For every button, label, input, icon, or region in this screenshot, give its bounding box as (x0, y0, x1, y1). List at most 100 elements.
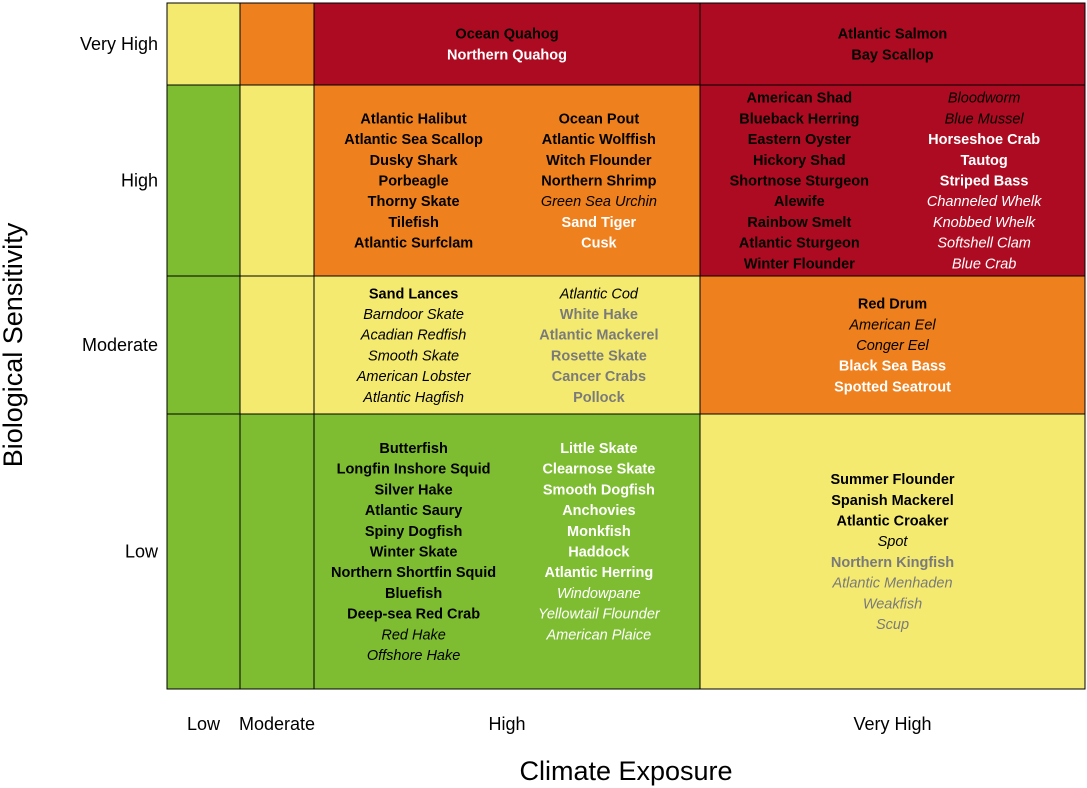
species-label-northern-shortfin-squid: Northern Shortfin Squid (331, 565, 496, 581)
cell-very-high-sensitivity-very-high-exposure (699, 2, 1086, 86)
species-label-little-skate: Little Skate (560, 441, 637, 457)
x-tick-label-very-high: Very High (853, 714, 931, 734)
species-label-longfin-inshore-squid: Longfin Inshore Squid (337, 462, 491, 478)
species-label-american-shad: American Shad (747, 91, 853, 107)
x-axis-title: Climate Exposure (519, 756, 732, 786)
species-label-red-drum: Red Drum (858, 297, 927, 313)
y-tick-label-high: High (121, 171, 158, 191)
species-label-sand-lances: Sand Lances (369, 286, 458, 302)
species-label-american-eel: American Eel (848, 317, 936, 333)
species-label-butterfish: Butterfish (379, 441, 447, 457)
species-label-red-hake: Red Hake (381, 627, 445, 643)
species-label-rosette-skate: Rosette Skate (551, 348, 647, 364)
species-label-shortnose-sturgeon: Shortnose Sturgeon (730, 174, 869, 190)
species-label-american-plaice: American Plaice (545, 627, 651, 643)
species-label-deep-sea-red-crab: Deep-sea Red Crab (347, 607, 480, 623)
species-label-white-hake: White Hake (560, 307, 638, 323)
cell-low-sensitivity-moderate-exposure (239, 413, 315, 690)
species-label-atlantic-hagfish: Atlantic Hagfish (362, 390, 464, 406)
species-label-cusk: Cusk (581, 236, 617, 252)
species-label-tilefish: Tilefish (388, 215, 439, 231)
species-label-blue-mussel: Blue Mussel (945, 111, 1025, 127)
species-label-atlantic-saury: Atlantic Saury (365, 503, 463, 519)
species-label-atlantic-halibut: Atlantic Halibut (360, 111, 467, 127)
species-label-atlantic-herring: Atlantic Herring (544, 565, 653, 581)
species-label-hickory-shad: Hickory Shad (753, 153, 846, 169)
species-labels: Ocean Quahog Northern Quahog Atlantic Salm… (331, 27, 1042, 664)
cell-very-high-sensitivity-low-exposure (166, 2, 241, 86)
cell-high-sensitivity-moderate-exposure (239, 84, 315, 277)
species-label-spotted-seatrout: Spotted Seatrout (834, 379, 951, 395)
species-label-ocean-pout: Ocean Pout (559, 111, 640, 127)
species-label-ocean-quahog: Ocean Quahog (455, 27, 558, 43)
species-label-eastern-oyster: Eastern Oyster (748, 132, 852, 148)
x-tick-label-low: Low (187, 714, 221, 734)
species-label-spot: Spot (878, 534, 909, 550)
species-label-witch-flounder: Witch Flounder (546, 153, 652, 169)
species-label-atlantic-sea-scallop: Atlantic Sea Scallop (344, 132, 483, 148)
species-label-atlantic-mackerel: Atlantic Mackerel (539, 328, 658, 344)
cell-low-sensitivity-high-exposure (313, 413, 701, 690)
species-label-atlantic-surfclam: Atlantic Surfclam (354, 236, 473, 252)
matrix-cells (166, 2, 1086, 690)
species-label-channeled-whelk: Channeled Whelk (927, 194, 1042, 210)
species-label-pollock: Pollock (573, 390, 626, 406)
species-label-green-sea-urchin: Green Sea Urchin (541, 194, 657, 210)
species-label-blue-crab: Blue Crab (952, 256, 1016, 272)
species-label-conger-eel: Conger Eel (856, 338, 929, 354)
y-tick-label-low: Low (125, 542, 159, 562)
species-label-acadian-redfish: Acadian Redfish (360, 328, 467, 344)
species-label-scup: Scup (876, 617, 909, 633)
species-label-atlantic-cod: Atlantic Cod (559, 286, 639, 302)
species-label-atlantic-sturgeon: Atlantic Sturgeon (739, 236, 860, 252)
axes: Climate Exposure Biological Sensitivity … (0, 34, 932, 786)
species-label-smooth-dogfish: Smooth Dogfish (543, 482, 655, 498)
species-label-softshell-clam: Softshell Clam (937, 236, 1030, 252)
species-label-knobbed-whelk: Knobbed Whelk (933, 215, 1036, 231)
x-tick-label-moderate: Moderate (239, 714, 315, 734)
species-label-winter-skate: Winter Skate (370, 545, 458, 561)
species-label-atlantic-wolffish: Atlantic Wolffish (542, 132, 656, 148)
cell-moderate-sensitivity-very-high-exposure (699, 275, 1086, 415)
species-label-windowpane: Windowpane (557, 586, 641, 602)
species-label-blueback-herring: Blueback Herring (739, 111, 859, 127)
cell-high-sensitivity-high-exposure (313, 84, 701, 277)
species-label-rainbow-smelt: Rainbow Smelt (747, 215, 851, 231)
species-label-monkfish: Monkfish (567, 524, 631, 540)
species-label-smooth-skate: Smooth Skate (368, 348, 459, 364)
y-axis-title: Biological Sensitivity (0, 222, 28, 467)
cell-high-sensitivity-very-high-exposure (699, 84, 1086, 277)
species-label-tautog: Tautog (961, 153, 1008, 169)
species-label-winter-flounder: Winter Flounder (744, 256, 855, 272)
species-label-american-lobster: American Lobster (356, 369, 472, 385)
cell-very-high-sensitivity-moderate-exposure (239, 2, 315, 86)
y-tick-label-very-high: Very High (80, 34, 158, 54)
species-label-dusky-shark: Dusky Shark (370, 153, 459, 169)
species-label-offshore-hake: Offshore Hake (367, 648, 461, 664)
y-tick-label-moderate: Moderate (82, 335, 158, 355)
species-label-atlantic-menhaden: Atlantic Menhaden (831, 576, 952, 592)
species-label-summer-flounder: Summer Flounder (830, 472, 954, 488)
cell-low-sensitivity-low-exposure (166, 413, 241, 690)
species-label-horseshoe-crab: Horseshoe Crab (928, 132, 1040, 148)
species-label-northern-kingfish: Northern Kingfish (831, 555, 954, 571)
species-label-northern-shrimp: Northern Shrimp (541, 174, 656, 190)
species-label-bloodworm: Bloodworm (948, 91, 1021, 107)
species-label-yellowtail-flounder: Yellowtail Flounder (538, 607, 661, 623)
species-label-weakfish: Weakfish (863, 596, 922, 612)
species-label-thorny-skate: Thorny Skate (368, 194, 460, 210)
cell-moderate-sensitivity-moderate-exposure (239, 275, 315, 415)
x-tick-label-high: High (488, 714, 525, 734)
species-label-atlantic-salmon: Atlantic Salmon (838, 27, 948, 43)
species-label-clearnose-skate: Clearnose Skate (542, 462, 655, 478)
cell-low-sensitivity-very-high-exposure (699, 413, 1086, 690)
species-label-porbeagle: Porbeagle (379, 174, 449, 190)
species-label-bay-scallop: Bay Scallop (851, 47, 933, 63)
cell-high-sensitivity-low-exposure (166, 84, 241, 277)
cell-very-high-sensitivity-high-exposure (313, 2, 701, 86)
species-label-spanish-mackerel: Spanish Mackerel (831, 493, 954, 509)
species-label-silver-hake: Silver Hake (374, 482, 452, 498)
species-label-cancer-crabs: Cancer Crabs (552, 369, 646, 385)
species-label-alewife: Alewife (774, 194, 825, 210)
